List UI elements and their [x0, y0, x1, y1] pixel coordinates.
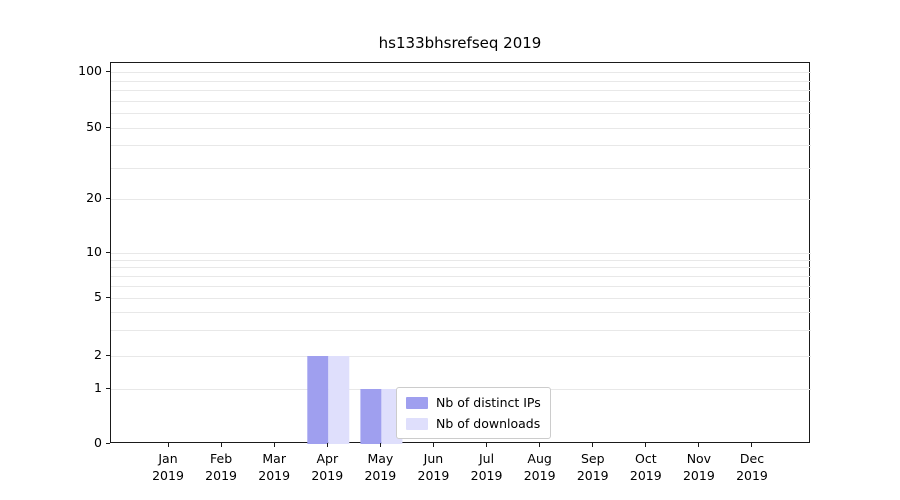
x-tick-mark	[167, 443, 169, 447]
y-tick-label-50: 50	[86, 119, 102, 134]
x-tick-year: 2019	[629, 468, 662, 483]
y-tick-label-5: 5	[94, 289, 102, 304]
x-tick-year: 2019	[205, 468, 237, 483]
x-tick-mark	[432, 443, 434, 447]
y-tick-mark	[106, 251, 110, 253]
x-tick-label-jul: Jul 2019	[457, 450, 517, 484]
x-tick-month: Aug	[527, 451, 552, 466]
y-tick-label-20: 20	[86, 190, 102, 205]
y-tick-mark	[106, 126, 110, 128]
x-tick-mark	[645, 443, 647, 447]
legend-label-distinct-ips: Nb of distinct IPs	[436, 395, 541, 410]
x-tick-month: Oct	[634, 451, 657, 466]
legend-item-distinct-ips: Nb of distinct IPs	[406, 395, 541, 410]
y-tick-label-100: 100	[78, 63, 102, 78]
legend: Nb of distinct IPs Nb of downloads	[396, 387, 551, 439]
x-tick-label-sep: Sep 2019	[563, 450, 623, 484]
y-tick-mark	[106, 70, 110, 72]
x-tick-year: 2019	[364, 468, 397, 483]
x-tick-mark	[592, 443, 594, 447]
x-tick-year: 2019	[470, 468, 503, 483]
y-tick-mark	[106, 354, 110, 356]
x-tick-label-dec: Dec 2019	[722, 450, 782, 484]
legend-swatch-downloads	[406, 417, 428, 430]
x-tick-label-jan: Jan 2019	[138, 450, 198, 484]
x-tick-label-may: May 2019	[350, 450, 410, 484]
x-tick-year: 2019	[152, 468, 184, 483]
x-tick-month: Sep	[580, 451, 605, 466]
x-tick-mark	[326, 443, 328, 447]
legend-item-downloads: Nb of downloads	[406, 416, 541, 431]
bar-nb-of-distinct-ips-may-2019	[360, 389, 382, 444]
x-tick-mark	[220, 443, 222, 447]
x-tick-year: 2019	[417, 468, 450, 483]
x-tick-label-feb: Feb 2019	[191, 450, 251, 484]
x-tick-label-nov: Nov 2019	[669, 450, 729, 484]
x-tick-month: Apr	[316, 451, 339, 466]
x-tick-label-mar: Mar 2019	[244, 450, 304, 484]
x-tick-mark	[486, 443, 488, 447]
y-tick-label-1: 1	[94, 380, 102, 395]
x-tick-year: 2019	[311, 468, 344, 483]
y-tick-label-2: 2	[94, 347, 102, 362]
y-tick-label-10: 10	[86, 244, 102, 259]
x-tick-year: 2019	[523, 468, 556, 483]
x-tick-year: 2019	[576, 468, 609, 483]
x-tick-mark	[698, 443, 700, 447]
plot-area: Nb of distinct IPs Nb of downloads	[110, 62, 811, 444]
bar-nb-of-distinct-ips-apr-2019	[307, 356, 329, 444]
x-tick-mark	[751, 443, 753, 447]
x-tick-year: 2019	[736, 468, 768, 483]
x-tick-label-jun: Jun 2019	[403, 450, 463, 484]
x-tick-month: May	[367, 451, 394, 466]
x-tick-month: Jul	[478, 451, 495, 466]
x-tick-year: 2019	[682, 468, 715, 483]
x-tick-mark	[539, 443, 541, 447]
x-tick-month: Mar	[262, 451, 286, 466]
legend-label-downloads: Nb of downloads	[436, 416, 541, 431]
x-tick-month: Feb	[210, 451, 233, 466]
bar-nb-of-downloads-apr-2019	[328, 356, 350, 444]
x-tick-mark	[379, 443, 381, 447]
y-tick-label-0: 0	[94, 435, 102, 450]
x-tick-mark	[273, 443, 275, 447]
x-tick-month: Nov	[686, 451, 712, 466]
chart-title: hs133bhsrefseq 2019	[378, 34, 542, 52]
y-tick-mark	[106, 296, 110, 298]
x-tick-label-aug: Aug 2019	[510, 450, 570, 484]
x-tick-month: Jun	[423, 451, 444, 466]
y-tick-mark	[106, 387, 110, 389]
x-tick-month: Dec	[739, 451, 765, 466]
legend-swatch-distinct-ips	[406, 396, 428, 409]
x-tick-label-apr: Apr 2019	[297, 450, 357, 484]
y-tick-mark	[106, 197, 110, 199]
x-tick-label-oct: Oct 2019	[616, 450, 676, 484]
y-tick-mark	[106, 442, 110, 444]
x-tick-year: 2019	[258, 468, 291, 483]
x-tick-month: Jan	[158, 451, 178, 466]
